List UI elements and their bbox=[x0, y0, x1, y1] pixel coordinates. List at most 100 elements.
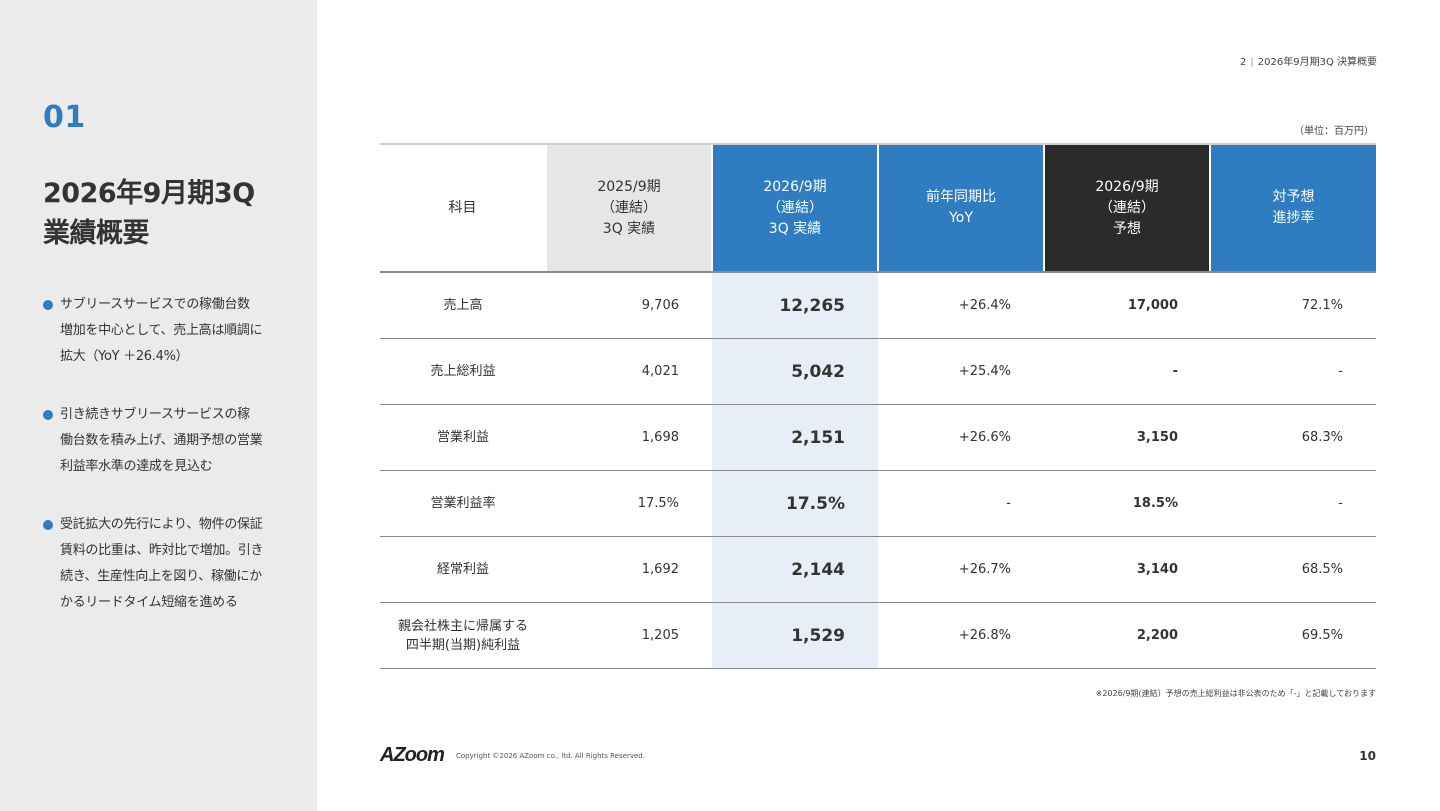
bullet-dot-icon bbox=[43, 520, 53, 530]
header-line: 2025/9期 bbox=[597, 178, 661, 195]
cell-prev: 1,205 bbox=[546, 602, 712, 669]
page-ref-number: 2 bbox=[1240, 57, 1247, 68]
bullet-line: 拡大（YoY ＋26.4%） bbox=[60, 349, 189, 364]
summary-bullet: 受託拡大の先行により、物件の保証 賃料の比重は、昨対比で増加。引き 続き、生産性… bbox=[43, 512, 305, 616]
cell-yoy: - bbox=[878, 470, 1044, 537]
cell-current: 2,144 bbox=[712, 536, 878, 603]
header-line: 科目 bbox=[448, 199, 477, 216]
cell-forecast: - bbox=[1044, 338, 1210, 405]
page-ref-title: 2026年9月期3Q 決算概要 bbox=[1257, 57, 1377, 68]
row-label: 経常利益 bbox=[380, 536, 546, 603]
row-label: 親会社株主に帰属する 四半期(当期)純利益 bbox=[380, 602, 546, 669]
table-row: 営業利益率 17.5% 17.5% - 18.5% - bbox=[380, 470, 1376, 537]
header-line: 前年同期比 bbox=[926, 189, 996, 205]
table-row: 売上総利益 4,021 5,042 +25.4% - - bbox=[380, 338, 1376, 405]
header-current-actual: 2026/9期 （連結） 3Q 実績 bbox=[711, 143, 878, 273]
table-row: 売上高 9,706 12,265 +26.4% 17,000 72.1% bbox=[380, 272, 1376, 339]
cell-current: 17.5% bbox=[712, 470, 878, 537]
cell-prev: 1,698 bbox=[546, 404, 712, 471]
cell-yoy: +25.4% bbox=[878, 338, 1044, 405]
header-line: 予想 bbox=[1113, 220, 1141, 237]
row-label-line: 営業利益 bbox=[436, 430, 489, 445]
cell-yoy: +26.6% bbox=[878, 404, 1044, 471]
sidebar-panel: 01 2026年9月期3Q 業績概要 サブリースサービスでの稼働台数 増加を中心… bbox=[0, 0, 317, 811]
cell-yoy: +26.8% bbox=[878, 602, 1044, 669]
cell-current: 12,265 bbox=[712, 272, 878, 339]
header-line: （連結） bbox=[1099, 199, 1155, 216]
cell-progress: 68.5% bbox=[1210, 536, 1376, 603]
bullet-line: 賃料の比重は、昨対比で増加。引き bbox=[60, 543, 264, 558]
header-line: 3Q 実績 bbox=[768, 220, 822, 237]
row-label: 売上高 bbox=[380, 272, 546, 339]
bullet-line: 引き続きサブリースサービスの稼 bbox=[60, 407, 250, 422]
bullet-dot-icon bbox=[43, 300, 53, 310]
cell-forecast: 17,000 bbox=[1044, 272, 1210, 339]
cell-yoy: +26.7% bbox=[878, 536, 1044, 603]
header-line: 進捗率 bbox=[1272, 210, 1315, 226]
cell-prev: 1,692 bbox=[546, 536, 712, 603]
bullet-line: サブリースサービスでの稼働台数 bbox=[60, 297, 250, 312]
cell-progress: 72.1% bbox=[1210, 272, 1376, 339]
footnote: ※2026/9期(連結）予想の売上総利益は非公表のため「-」と記載しております bbox=[1095, 689, 1376, 698]
row-label-line: 売上総利益 bbox=[430, 364, 496, 379]
row-label: 営業利益 bbox=[380, 404, 546, 471]
bullet-dot-icon bbox=[43, 410, 53, 420]
cell-yoy: +26.4% bbox=[878, 272, 1044, 339]
bullet-line: 増加を中心として、売上高は順調に bbox=[60, 323, 263, 338]
page-number: 10 bbox=[1359, 749, 1376, 763]
cell-prev: 4,021 bbox=[546, 338, 712, 405]
row-label: 売上総利益 bbox=[380, 338, 546, 405]
header-line: （連結） bbox=[601, 199, 657, 216]
summary-bullet: サブリースサービスでの稼働台数 増加を中心として、売上高は順調に 拡大（YoY … bbox=[43, 292, 305, 370]
unit-label: （単位：百万円） bbox=[1294, 126, 1374, 137]
cell-forecast: 3,150 bbox=[1044, 404, 1210, 471]
header-prev-year-actual: 2025/9期 （連結） 3Q 実績 bbox=[545, 143, 712, 273]
cell-forecast: 3,140 bbox=[1044, 536, 1210, 603]
header-subject: 科目 bbox=[380, 143, 546, 273]
header-forecast: 2026/9期 （連結） 予想 bbox=[1043, 143, 1210, 273]
bullet-line: 受託拡大の先行により、物件の保証 bbox=[60, 517, 263, 532]
cell-progress: 69.5% bbox=[1210, 602, 1376, 669]
financial-results-table: 科目 2025/9期 （連結） 3Q 実績 2026/9期 （連結） 3Q 実績… bbox=[380, 143, 1376, 669]
cell-forecast: 18.5% bbox=[1044, 470, 1210, 537]
cell-forecast: 2,200 bbox=[1044, 602, 1210, 669]
bullet-line: かるリードタイム短縮を進める bbox=[60, 595, 238, 610]
table-header-row: 科目 2025/9期 （連結） 3Q 実績 2026/9期 （連結） 3Q 実績… bbox=[380, 143, 1376, 273]
bullet-line: 続き、生産性向上を図り、稼働にか bbox=[60, 569, 262, 584]
section-number: 01 bbox=[43, 100, 86, 135]
section-title-line: 業績概要 bbox=[43, 218, 150, 249]
cell-prev: 9,706 bbox=[546, 272, 712, 339]
header-line: 3Q 実績 bbox=[602, 220, 656, 237]
header-progress: 対予想 進捗率 bbox=[1209, 143, 1376, 273]
header-yoy: 前年同期比 YoY bbox=[877, 143, 1044, 273]
bullet-line: 利益率水準の達成を見込む bbox=[60, 459, 213, 474]
page-ref-divider: | bbox=[1250, 57, 1254, 68]
copyright-text: Copyright ©2026 AZoom co., ltd. All Righ… bbox=[456, 752, 645, 760]
row-label-line: 売上高 bbox=[443, 298, 483, 313]
cell-prev: 17.5% bbox=[546, 470, 712, 537]
summary-bullet: 引き続きサブリースサービスの稼 働台数を積み上げ、通期予想の営業 利益率水準の達… bbox=[43, 402, 305, 480]
header-line: YoY bbox=[949, 210, 973, 226]
table-row: 親会社株主に帰属する 四半期(当期)純利益 1,205 1,529 +26.8%… bbox=[380, 602, 1376, 669]
section-title-line: 2026年9月期3Q bbox=[43, 178, 255, 209]
row-label-line: 営業利益率 bbox=[430, 496, 496, 511]
page-reference: 2 | 2026年9月期3Q 決算概要 bbox=[1240, 53, 1377, 68]
row-label-line: 四半期(当期)純利益 bbox=[405, 637, 521, 653]
cell-progress: - bbox=[1210, 470, 1376, 537]
azoom-logo: AZoom bbox=[380, 744, 445, 766]
bullet-line: 働台数を積み上げ、通期予想の営業 bbox=[60, 433, 263, 448]
cell-current: 1,529 bbox=[712, 602, 878, 669]
cell-current: 2,151 bbox=[712, 404, 878, 471]
row-label-line: 経常利益 bbox=[436, 562, 489, 577]
header-line: 2026/9期 bbox=[763, 178, 827, 195]
section-title: 2026年9月期3Q 業績概要 bbox=[43, 174, 303, 254]
header-line: 2026/9期 bbox=[1095, 178, 1159, 195]
header-line: （連結） bbox=[767, 199, 823, 216]
summary-bullets: サブリースサービスでの稼働台数 増加を中心として、売上高は順調に 拡大（YoY … bbox=[43, 292, 305, 648]
cell-current: 5,042 bbox=[712, 338, 878, 405]
cell-progress: 68.3% bbox=[1210, 404, 1376, 471]
row-label-line: 親会社株主に帰属する bbox=[397, 618, 528, 634]
cell-progress: - bbox=[1210, 338, 1376, 405]
header-line: 対予想 bbox=[1272, 189, 1315, 205]
row-label: 営業利益率 bbox=[380, 470, 546, 537]
